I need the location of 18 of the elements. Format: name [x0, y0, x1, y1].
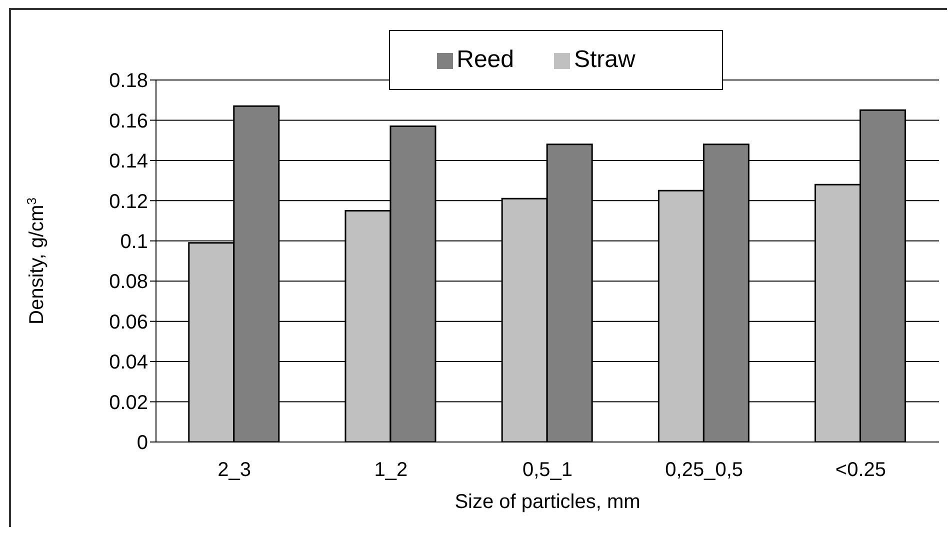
x-axis-title: Size of particles, mm [454, 491, 640, 513]
y-tick-label: 0.16 [109, 110, 148, 132]
x-tick-label: 2_3 [218, 459, 251, 482]
y-tick-label: 0.08 [109, 271, 148, 294]
y-tick-label: 0 [136, 432, 148, 454]
x-tick-label: 0,5_1 [522, 459, 573, 482]
x-tick-label: 0,25_0,5 [665, 459, 744, 482]
legend-label: Straw [574, 46, 636, 73]
y-tick-label: 0.02 [109, 392, 148, 414]
y-tick-label: 0.12 [109, 190, 148, 213]
x-tick-label: <0.25 [835, 459, 886, 482]
y-tick-label: 0.06 [109, 311, 148, 334]
legend-label: Reed [456, 46, 514, 73]
y-tick-label: 0.04 [109, 352, 148, 374]
x-tick-label: 1_2 [374, 459, 408, 482]
y-tick-label: 0.14 [109, 150, 148, 173]
y-tick-label: 0.18 [109, 70, 148, 92]
y-tick-label: 0.1 [120, 230, 148, 253]
